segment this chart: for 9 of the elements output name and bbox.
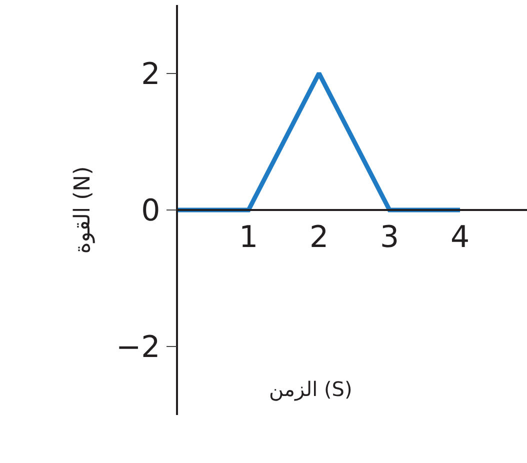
y-axis-title: القوة (N) xyxy=(70,166,96,254)
y-tick-label: −2 xyxy=(116,330,160,366)
y-tick-label: 2 xyxy=(141,56,160,92)
x-tick-label: 4 xyxy=(450,220,470,255)
x-tick-label: 1 xyxy=(238,220,258,255)
x-tick-label: 3 xyxy=(380,220,400,255)
x-axis-title: الزمن (S) xyxy=(269,377,352,401)
y-tick-label: 0 xyxy=(141,194,160,228)
x-tick-label: 2 xyxy=(309,220,329,255)
